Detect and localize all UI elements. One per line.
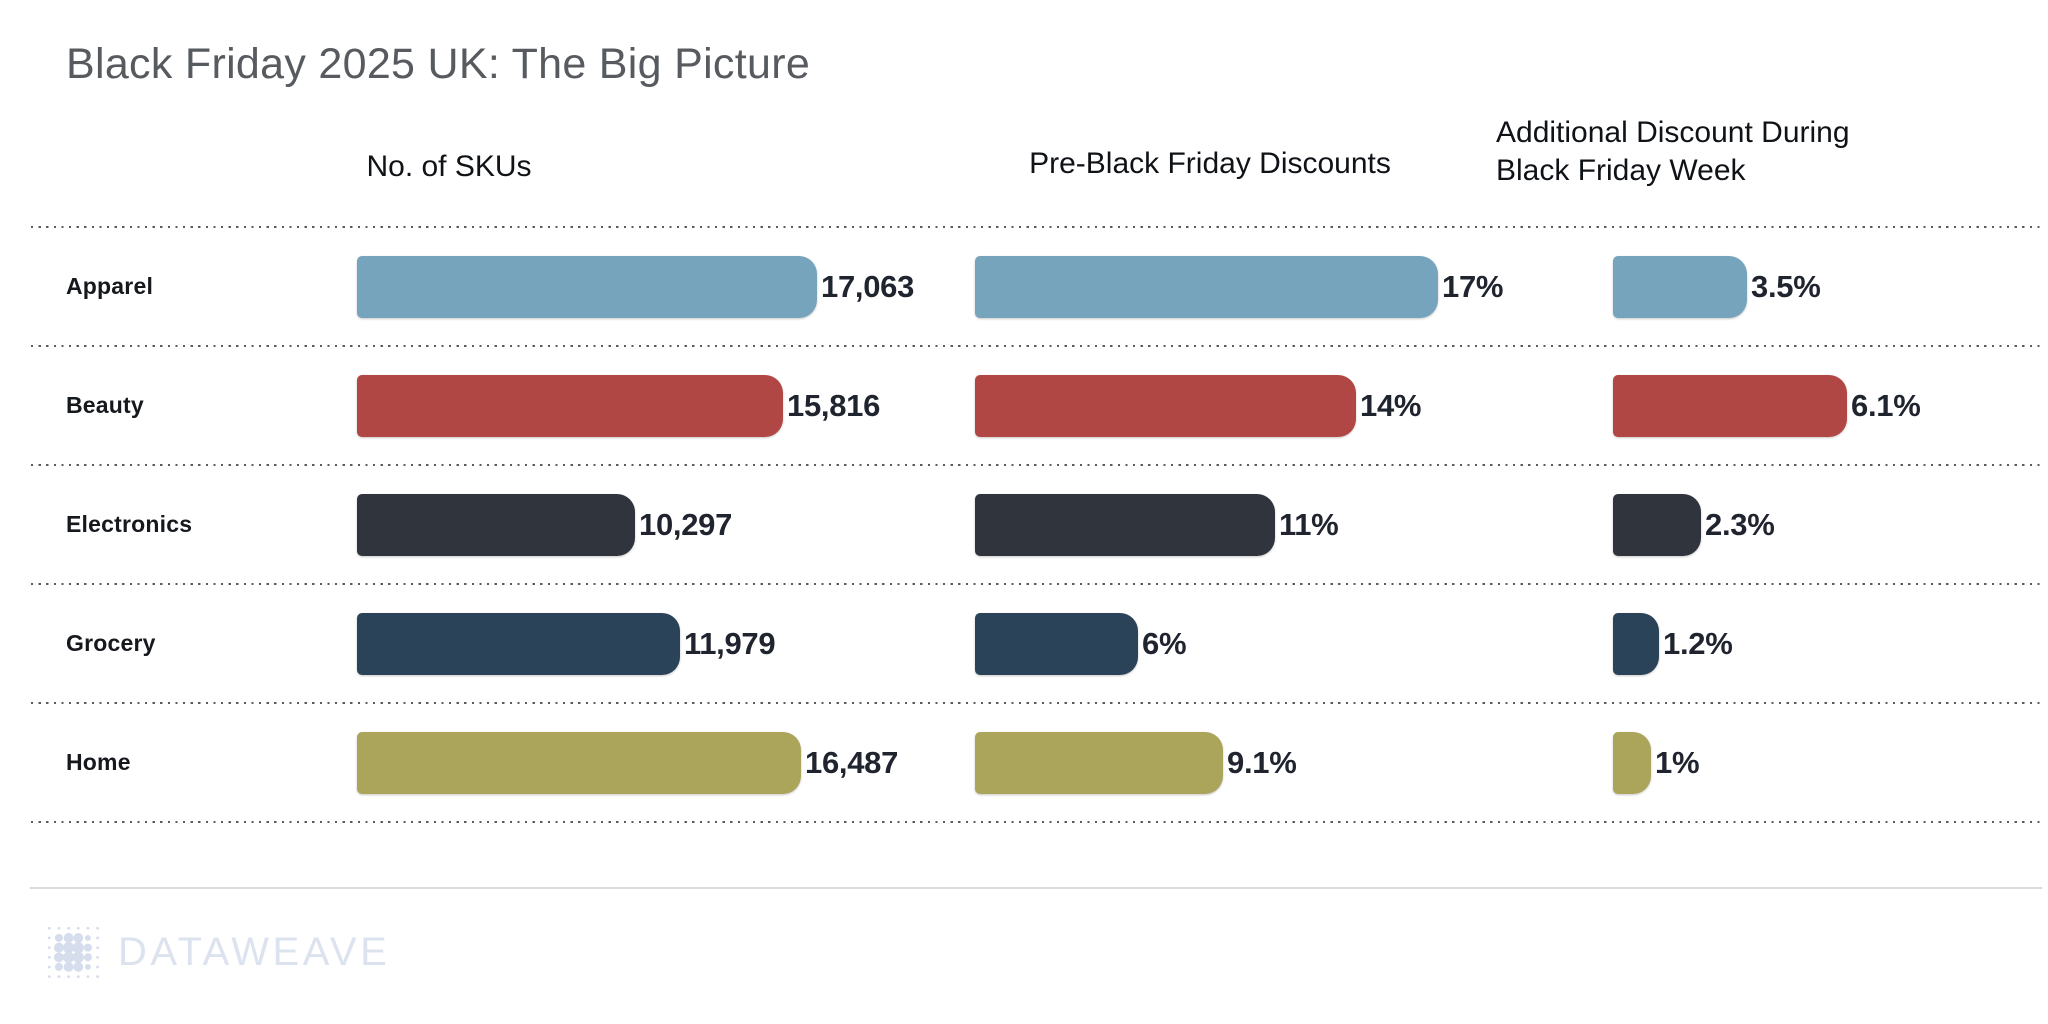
row-separator <box>31 345 2044 347</box>
bar-beauty-panel2 <box>975 374 1356 437</box>
bar-track: 10,297 <box>357 493 975 556</box>
bar-track: 1% <box>1613 731 2048 794</box>
chart-header: Black Friday 2025 UK: The Big Picture No… <box>0 0 2048 226</box>
bar-home-panel3 <box>1613 731 1651 794</box>
panel-header-additional-discount: Additional Discount During Black Friday … <box>1496 116 1850 187</box>
bar-track: 3.5% <box>1613 255 2048 318</box>
bar-track: 17,063 <box>357 255 975 318</box>
bar-track: 15,816 <box>357 374 975 437</box>
chart-row-apparel: Apparel 17,063 17% 3.5% <box>0 228 2048 345</box>
bar-track: 6.1% <box>1613 374 2048 437</box>
value-label: 9.1% <box>1227 744 1297 780</box>
bar-track: 11,979 <box>357 612 975 675</box>
row-separator <box>31 464 2044 466</box>
bar-beauty-panel1 <box>357 374 783 437</box>
bar-apparel-panel3 <box>1613 255 1747 318</box>
bar-grocery-panel2 <box>975 612 1138 675</box>
value-label: 15,816 <box>787 387 881 423</box>
row-separator <box>31 821 2044 823</box>
value-label: 11% <box>1279 506 1339 542</box>
bar-grocery-panel3 <box>1613 612 1659 675</box>
dataweave-logo: DATAWEAVE <box>44 923 2048 981</box>
chart-rows: Apparel 17,063 17% 3.5% Beauty 15,816 14% 6.1% E… <box>0 226 2048 823</box>
bar-track: 6% <box>975 612 1613 675</box>
category-label: Beauty <box>66 392 144 418</box>
row-separator <box>31 226 2044 228</box>
value-label: 6.1% <box>1851 387 1921 423</box>
value-label: 6% <box>1142 625 1187 661</box>
category-label: Home <box>66 749 131 775</box>
bar-electronics-panel3 <box>1613 493 1701 556</box>
value-label: 17% <box>1442 268 1504 304</box>
row-separator <box>31 702 2044 704</box>
chart-row-home: Home 16,487 9.1% 1% <box>0 704 2048 821</box>
bar-grocery-panel1 <box>357 612 680 675</box>
value-label: 3.5% <box>1751 268 1821 304</box>
bar-beauty-panel3 <box>1613 374 1847 437</box>
bar-track: 14% <box>975 374 1613 437</box>
value-label: 1.2% <box>1663 625 1733 661</box>
dot-grid-icon <box>47 926 100 979</box>
panel-header-skus: No. of SKUs <box>366 150 532 183</box>
value-label: 11,979 <box>684 625 776 661</box>
bar-apparel-panel1 <box>357 255 817 318</box>
bar-track: 11% <box>975 493 1613 556</box>
category-label: Electronics <box>66 511 193 537</box>
chart-row-beauty: Beauty 15,816 14% 6.1% <box>0 347 2048 464</box>
bar-track: 9.1% <box>975 731 1613 794</box>
value-label: 17,063 <box>821 268 915 304</box>
category-label: Grocery <box>66 630 156 656</box>
row-separator <box>31 583 2044 585</box>
footer-divider <box>30 887 2042 889</box>
bar-track: 2.3% <box>1613 493 2048 556</box>
chart-row-electronics: Electronics 10,297 11% 2.3% <box>0 466 2048 583</box>
chart-row-grocery: Grocery 11,979 6% 1.2% <box>0 585 2048 702</box>
value-label: 1% <box>1655 744 1700 780</box>
value-label: 16,487 <box>805 744 899 780</box>
value-label: 10,297 <box>639 506 733 542</box>
bar-home-panel1 <box>357 731 801 794</box>
bar-apparel-panel2 <box>975 255 1438 318</box>
value-label: 2.3% <box>1705 506 1775 542</box>
bar-electronics-panel2 <box>975 493 1275 556</box>
bar-track: 1.2% <box>1613 612 2048 675</box>
bar-track: 16,487 <box>357 731 975 794</box>
bar-electronics-panel1 <box>357 493 635 556</box>
page-title: Black Friday 2025 UK: The Big Picture <box>66 40 811 88</box>
bar-track: 17% <box>975 255 1613 318</box>
value-label: 14% <box>1360 387 1422 423</box>
brand-wordmark: DATAWEAVE <box>118 929 391 974</box>
bar-home-panel2 <box>975 731 1223 794</box>
panel-header-pre-bf-discounts: Pre-Black Friday Discounts <box>1029 147 1391 180</box>
category-label: Apparel <box>66 273 154 299</box>
